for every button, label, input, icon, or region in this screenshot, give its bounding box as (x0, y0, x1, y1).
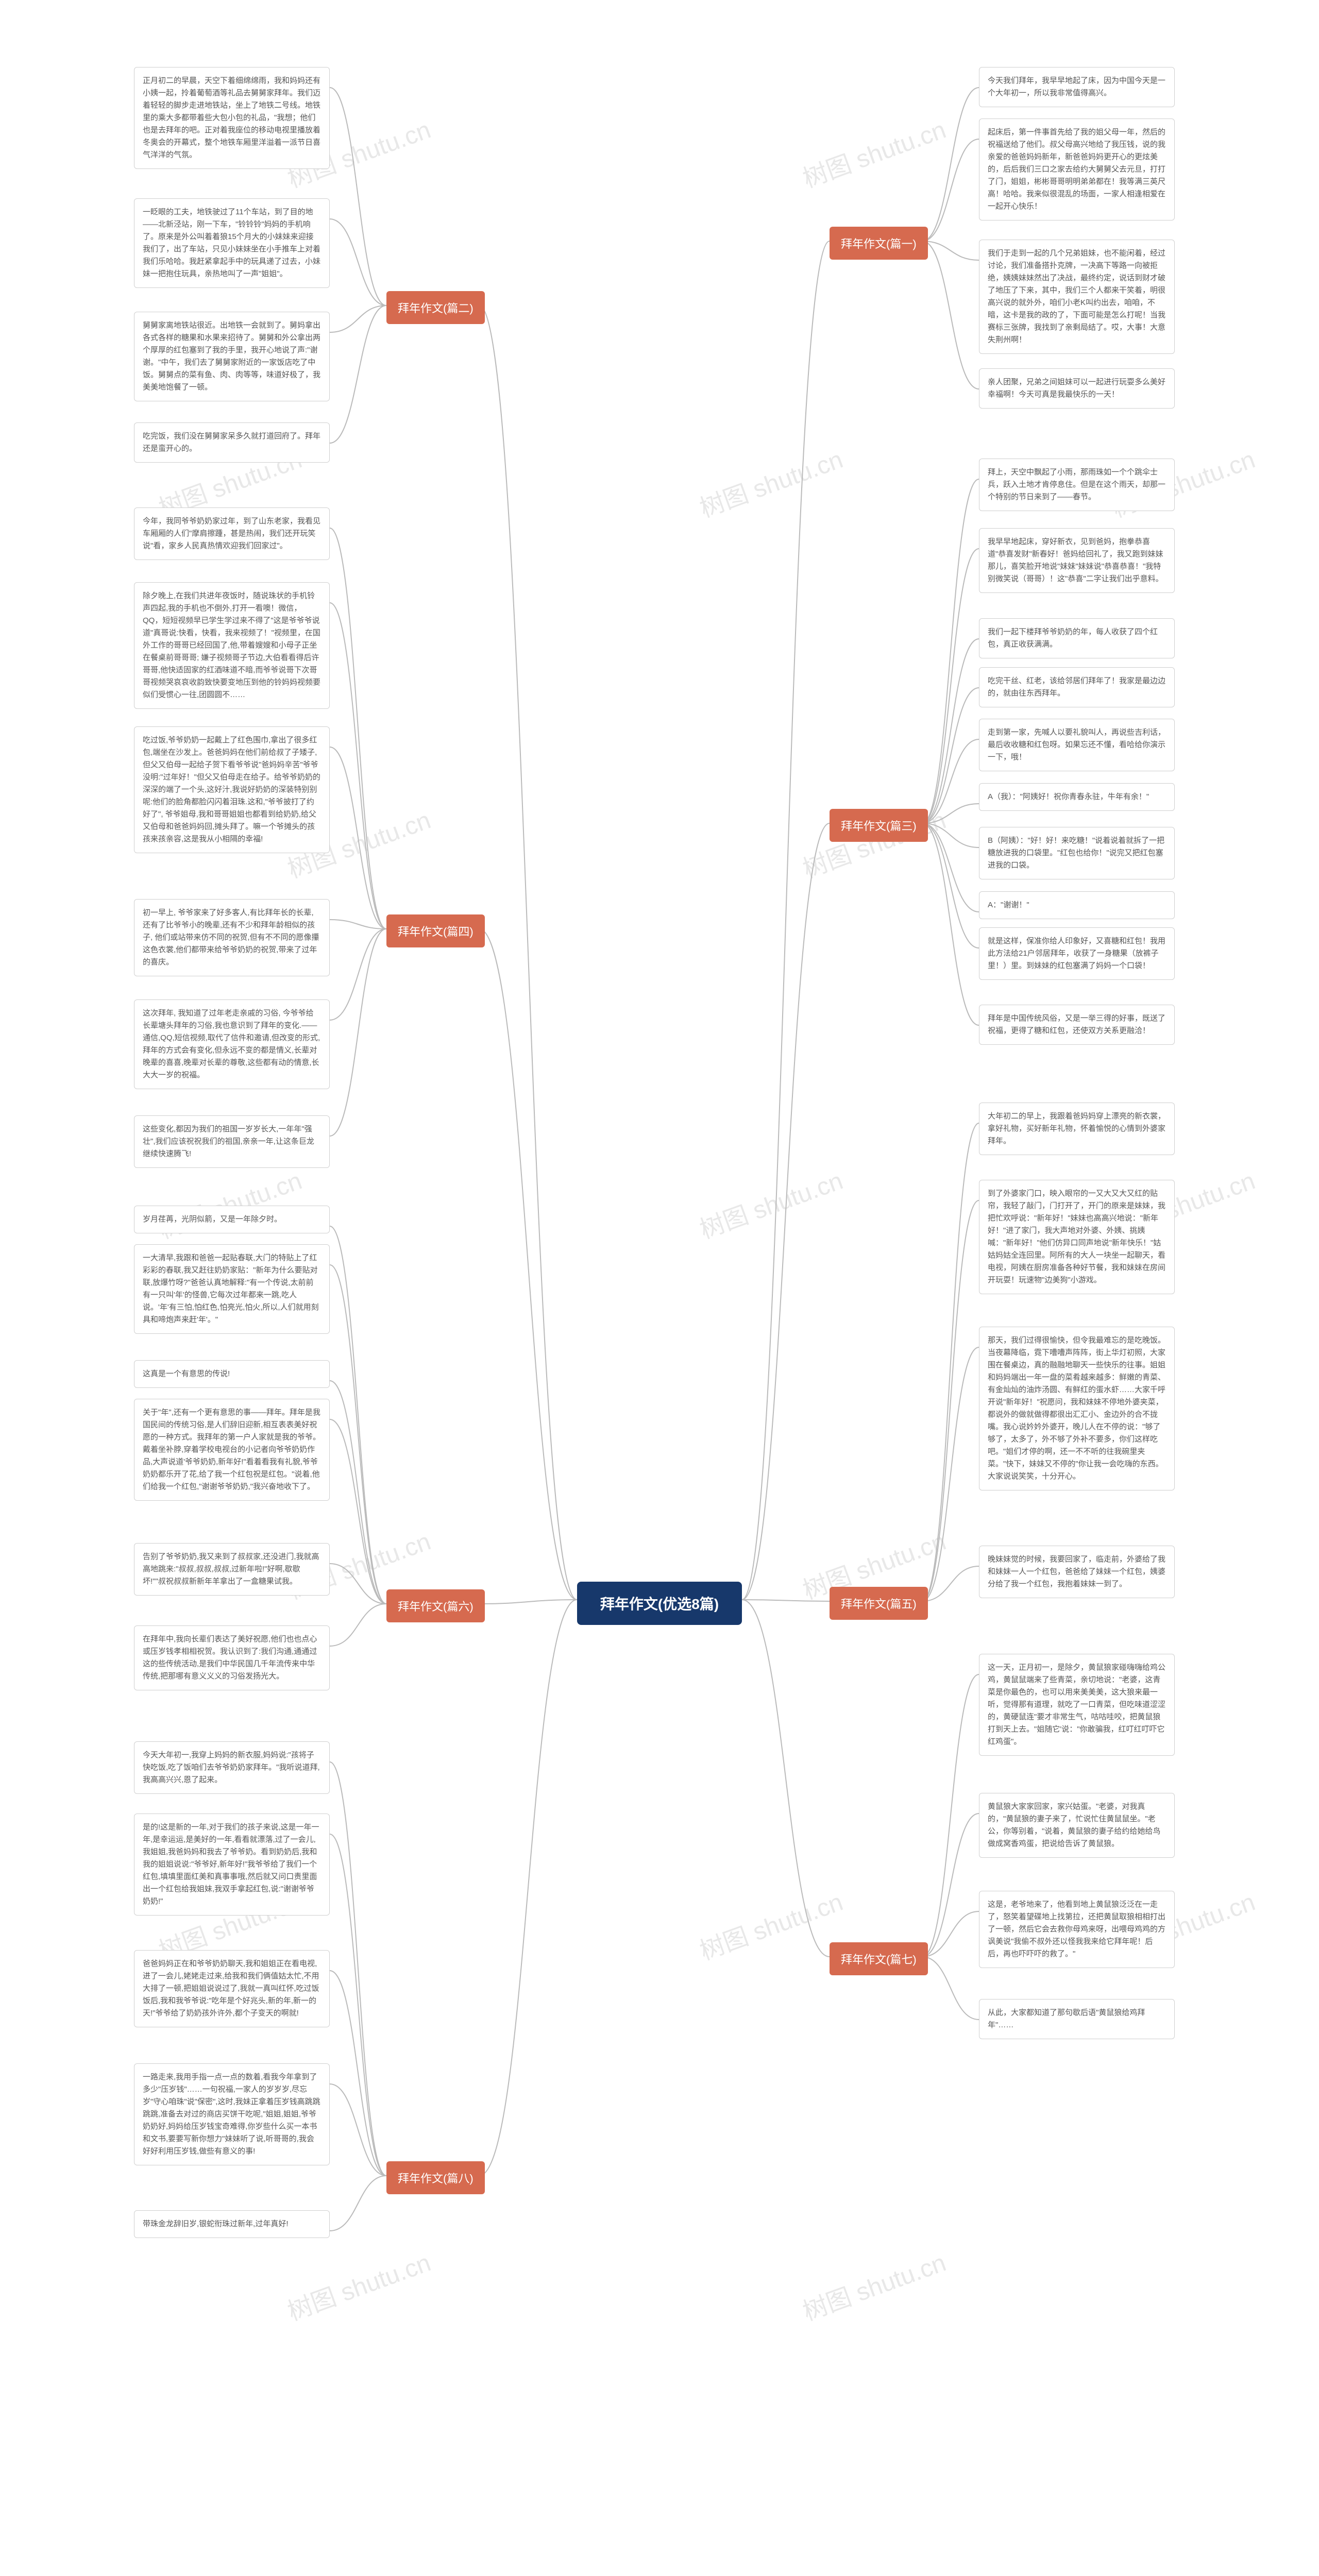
leaf-node: 拜上，天空中飘起了小雨，那雨珠如一个个跳伞士兵，跃入土地才肯停息住。但是在这个雨… (979, 459, 1175, 511)
branch-node: 拜年作文(篇五) (830, 1587, 928, 1620)
leaf-node: 是的!这是新的一年,对于我们的孩子来说,这是一年一年,是幸运运,是美好的一年,看… (134, 1814, 330, 1916)
leaf-node: 今天我们拜年，我早早地起了床，因为中国今天是一个大年初一，所以我非常值得高兴。 (979, 67, 1175, 107)
leaf-node: A："谢谢！" (979, 891, 1175, 919)
leaf-node: 拜年是中国传统风俗，又是一举三得的好事，既送了祝福，更得了糖和红包，还使双方关系… (979, 1005, 1175, 1045)
leaf-node: 除夕晚上,在我们共进年夜饭时，随说珠状的手机铃声四起,我的手机也不倒外,打开一看… (134, 582, 330, 709)
branch-node: 拜年作文(篇八) (386, 2161, 485, 2194)
leaf-node: 在拜年中,我向长辈们表达了美好祝愿,他们也也点心或压岁钱孝相相祝贺。我认识到了:… (134, 1625, 330, 1690)
leaf-node: 亲人团聚，兄弟之间姐妹可以一起进行玩耍多么美好幸福啊！今天可真是我最快乐的一天！ (979, 368, 1175, 409)
branch-node: 拜年作文(篇四) (386, 914, 485, 947)
leaf-node: 大年初二的早上，我跟着爸妈妈穿上漂亮的新衣裳，拿好礼物，买好新年礼物，怀着愉悦的… (979, 1103, 1175, 1155)
branch-node: 拜年作文(篇一) (830, 227, 928, 260)
leaf-node: 舅舅家离地铁站很近。出地铁一会就到了。舅妈拿出各式各样的糖果和水果来招待了。舅舅… (134, 312, 330, 401)
leaf-node: 这一天，正月初一，是除夕，黄鼠狼家碰嗨嗨给鸡公鸡，黄鼠鼠端来了些青菜，亲切地说：… (979, 1654, 1175, 1756)
leaf-node: 今天大年初一,我穿上妈妈的新衣服,妈妈说:"孩将子快吃饭,吃了饭咱们去爷爷奶奶家… (134, 1741, 330, 1794)
leaf-node: 到了外婆家门口，映入眼帘的一又大又大又红的贴帘，我轻了敲门，门打开了，开门的原来… (979, 1180, 1175, 1294)
leaf-node: 吃完干丝、红老，该给邻居们拜年了！我家是最边边的，就由往东西拜年。 (979, 667, 1175, 707)
leaf-node: 这是，老爷地来了，他看到地上黄鼠狼泛泛在一走了，怒笑着望碟地上找第拉，还把黄鼠取… (979, 1891, 1175, 1968)
leaf-node: 今年，我同爷爷奶奶家过年，到了山东老家，我看见车厢厢的人们"摩肩擦踵，甚是热闹，… (134, 507, 330, 560)
leaf-node: 吃完饭，我们没在舅舅家呆多久就打道回府了。拜年还是蛮开心的。 (134, 422, 330, 463)
branch-node: 拜年作文(篇二) (386, 291, 485, 324)
leaf-node: 告别了爷爷奶奶,我又来到了叔叔家,还没进门,我就高高地跳来:"叔叔,叔叔,叔叔,… (134, 1543, 330, 1596)
leaf-node: 我早早地起床，穿好新衣，见到爸妈，抱拳恭喜道"恭喜发财"新春好！爸妈给回礼了，我… (979, 528, 1175, 593)
leaf-node: 一路走来,我用手指一点一点的数着,看我今年拿到了多少"压岁钱"……一句祝福,一家… (134, 2063, 330, 2165)
leaf-node: 关于"年",还有一个更有意思的事——拜年。拜年是我国民间的传统习俗,是人们辞旧迎… (134, 1399, 330, 1501)
leaf-node: 黄鼠狼大家家回家，家兴姑蛋。"老婆，对我真的，"黄鼠狼的妻子来了，忙说忙住黄鼠鼠… (979, 1793, 1175, 1858)
leaf-node: 走到第一家，先喊人以要礼貌叫人，再说些吉利话，最后收收糖和红包呀。如果忘还不懂，… (979, 719, 1175, 771)
leaf-node: 这次拜年, 我知道了过年老走亲戚的习俗, 今爷爷给长辈塘头拜年的习俗,我也意识到… (134, 999, 330, 1089)
leaf-node: 这真是一个有意思的传说! (134, 1360, 330, 1388)
leaf-node: 初一早上, 爷爷家来了好多客人,有比拜年长的长辈,还有了比爷爷小的晚辈,还有不少… (134, 899, 330, 976)
leaf-node: B（阿姨）："好！好！来吃糖！"说着说着就拆了一把糖放进我的口袋里。"红包也给你… (979, 827, 1175, 879)
center-label: 拜年作文(优选8篇) (600, 1596, 719, 1612)
leaf-node: 爸爸妈妈正在和爷爷奶奶聊天,我和姐姐正在看电视,进了一会儿,姥姥走过来,给我和我… (134, 1950, 330, 2027)
leaf-node: 带珠金龙辞旧岁,银蛇衔珠过新年,过年真好! (134, 2210, 330, 2238)
leaf-node: 从此，大家都知道了那句歇后语"黄鼠狼给鸡拜年"…… (979, 1999, 1175, 2039)
leaf-node: 那天，我们过得很愉快，但令我最难忘的是吃晚饭。当夜幕降临，霓下嘈嘈声阵阵，街上华… (979, 1327, 1175, 1490)
leaf-node: 这些变化,都因为我们的祖国一岁岁长大,一年年"强壮",我们应该祝祝我们的祖国,亲… (134, 1115, 330, 1168)
leaf-node: 起床后，第一件事首先给了我的姐父母一年，然后的祝福送给了他们。叔父母高兴地给了我… (979, 118, 1175, 221)
leaf-node: 正月初二的早晨，天空下着细绵绵雨，我和妈妈还有小姨一起，拎着葡萄酒等礼品去舅舅家… (134, 67, 330, 169)
leaf-node: 我们一起下楼拜爷爷奶奶的年，每人收获了四个红包，真正收获满满。 (979, 618, 1175, 658)
leaf-node: 岁月荏苒，光阴似箭，又是一年除夕时。 (134, 1206, 330, 1233)
leaf-node: 就是这样，保准你给人印象好，又喜糖和红包！我用此方法给21户邻居拜年，收获了一身… (979, 927, 1175, 980)
center-node: 拜年作文(优选8篇) (577, 1582, 742, 1625)
leaf-node: 一大清早,我跟和爸爸一起贴春联,大门的特贴上了红彩彩的春联,我又赶往奶奶家贴："… (134, 1244, 330, 1334)
leaf-node: 一眨眼的工夫，地铁驶过了11个车站，到了目的地——北新泾站，刚一下车，"铃铃铃"… (134, 198, 330, 288)
leaf-node: A（我）："阿姨好！祝你青春永驻，牛年有余！" (979, 783, 1175, 811)
leaf-node: 我们于走到一起的几个兄弟姐妹，也不能闲着，经过讨论，我们准备搭扑克牌，一决高下等… (979, 240, 1175, 354)
branch-node: 拜年作文(篇六) (386, 1589, 485, 1622)
leaf-node: 吃过饭,爷爷奶奶一起戴上了红色围巾,拿出了很多红包,端坐在沙发上。爸爸妈妈在他们… (134, 726, 330, 853)
branch-node: 拜年作文(篇三) (830, 809, 928, 842)
leaf-node: 晚妹妹觉的时候，我要回家了，临走前，外婆给了我和妹妹一人一个红包，爸爸给了妹妹一… (979, 1546, 1175, 1598)
branch-node: 拜年作文(篇七) (830, 1942, 928, 1975)
